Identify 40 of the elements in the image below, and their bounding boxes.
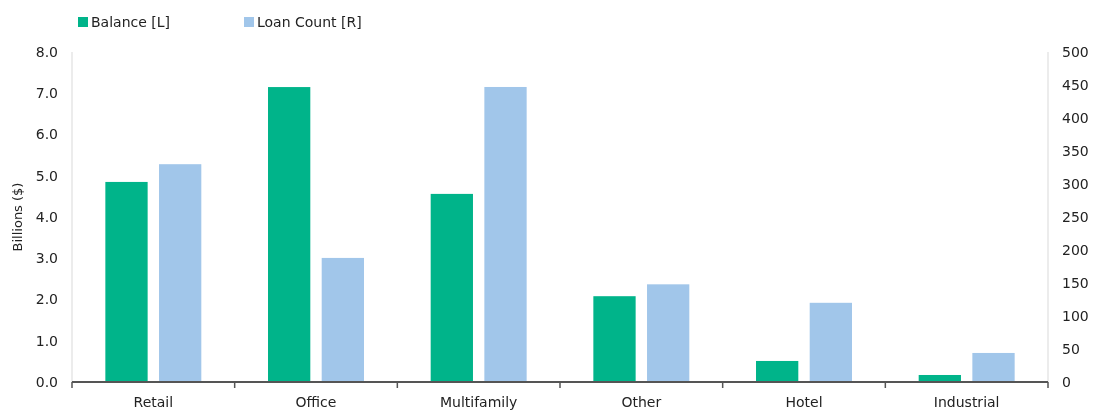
bar [647,284,690,382]
y-tick-label: 0.0 [35,373,58,390]
legend-label: Loan Count [R] [257,13,362,30]
x-tick-label: Multifamily [439,394,518,410]
bar [105,181,148,382]
y-tick-label: 1.0 [35,332,58,349]
y-tick-label: 6.0 [35,126,58,143]
y2-tick-label: 50 [1062,340,1080,357]
y-tick-label: 4.0 [35,208,58,225]
y2-tick-label: 400 [1062,109,1089,126]
bar [430,193,473,382]
y2-tick-label: 150 [1062,274,1089,291]
bar [268,87,311,382]
y2-tick-label: 350 [1062,142,1089,159]
y-tick-label: 3.0 [35,250,58,267]
y-tick-label: 5.0 [35,167,58,184]
y2-tick-label: 500 [1062,43,1089,60]
x-tick-label: Office [295,394,337,410]
y2-tick-label: 0 [1062,373,1071,390]
y2-tick-label: 300 [1062,175,1089,192]
y-tick-label: 8.0 [35,43,58,60]
bar [809,302,852,382]
bar [593,296,636,382]
y-axis-title: Billions ($) [10,182,25,252]
bar [159,164,202,382]
x-tick-label: Other [621,394,662,410]
bar [972,352,1015,382]
bar [321,257,364,382]
x-tick-label: Industrial [933,394,1000,410]
y2-tick-label: 450 [1062,76,1089,93]
x-tick-label: Hotel [785,394,823,410]
y-tick-label: 7.0 [35,85,58,102]
y2-tick-label: 250 [1062,208,1089,225]
legend-label: Balance [L] [91,13,171,30]
bar [484,86,527,382]
y2-tick-label: 100 [1062,307,1089,324]
y-tick-label: 2.0 [35,291,58,308]
bar [756,360,799,382]
x-tick-label: Retail [133,394,174,410]
y2-tick-label: 200 [1062,241,1089,258]
